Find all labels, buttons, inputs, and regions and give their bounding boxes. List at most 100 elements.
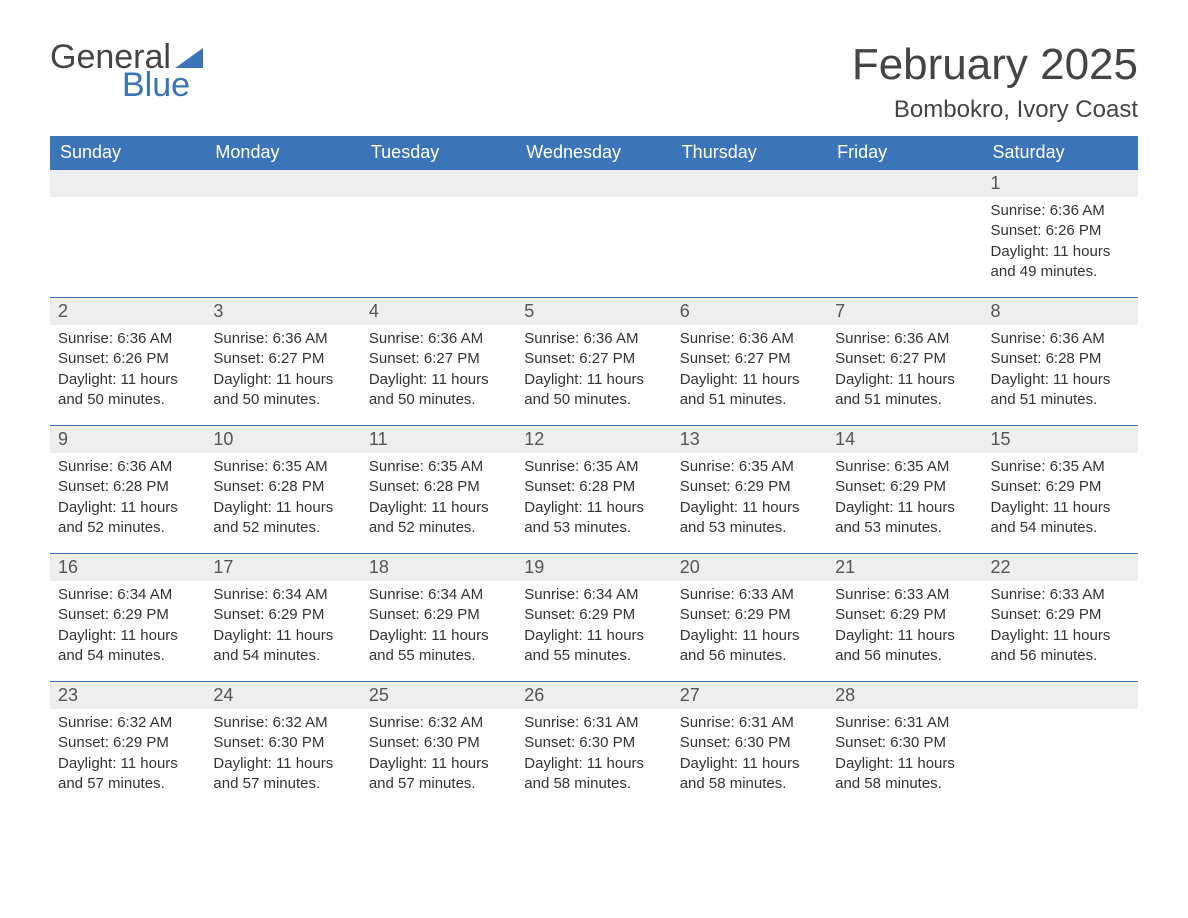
day-sunset: Sunset: 6:30 PM xyxy=(680,733,819,753)
day-details: Sunrise: 6:35 AMSunset: 6:28 PMDaylight:… xyxy=(361,453,516,548)
day-number: 18 xyxy=(361,554,516,581)
day-sunset: Sunset: 6:28 PM xyxy=(369,477,508,497)
calendar-day-cell: 13Sunrise: 6:35 AMSunset: 6:29 PMDayligh… xyxy=(672,425,827,553)
day-sunset: Sunset: 6:29 PM xyxy=(835,605,974,625)
day-sunset: Sunset: 6:26 PM xyxy=(991,221,1130,241)
day-sunset: Sunset: 6:29 PM xyxy=(524,605,663,625)
month-title: February 2025 xyxy=(852,40,1138,90)
calendar-week-row: 23Sunrise: 6:32 AMSunset: 6:29 PMDayligh… xyxy=(50,681,1138,809)
day-daylight: Daylight: 11 hours and 51 minutes. xyxy=(835,370,974,411)
day-sunrise: Sunrise: 6:34 AM xyxy=(213,585,352,605)
calendar-day-cell xyxy=(50,169,205,297)
day-number: 6 xyxy=(672,298,827,325)
calendar-day-cell: 23Sunrise: 6:32 AMSunset: 6:29 PMDayligh… xyxy=(50,681,205,809)
day-sunrise: Sunrise: 6:36 AM xyxy=(58,457,197,477)
day-sunset: Sunset: 6:29 PM xyxy=(213,605,352,625)
calendar-day-cell: 15Sunrise: 6:35 AMSunset: 6:29 PMDayligh… xyxy=(983,425,1138,553)
day-sunset: Sunset: 6:28 PM xyxy=(991,349,1130,369)
calendar-day-cell: 20Sunrise: 6:33 AMSunset: 6:29 PMDayligh… xyxy=(672,553,827,681)
day-sunset: Sunset: 6:27 PM xyxy=(369,349,508,369)
day-sunset: Sunset: 6:27 PM xyxy=(524,349,663,369)
day-details: Sunrise: 6:33 AMSunset: 6:29 PMDaylight:… xyxy=(672,581,827,676)
logo-text-blue: Blue xyxy=(122,68,203,102)
day-daylight: Daylight: 11 hours and 51 minutes. xyxy=(991,370,1130,411)
day-daylight: Daylight: 11 hours and 56 minutes. xyxy=(991,626,1130,667)
day-sunset: Sunset: 6:30 PM xyxy=(524,733,663,753)
calendar-week-row: 16Sunrise: 6:34 AMSunset: 6:29 PMDayligh… xyxy=(50,553,1138,681)
day-sunset: Sunset: 6:27 PM xyxy=(213,349,352,369)
day-sunrise: Sunrise: 6:33 AM xyxy=(680,585,819,605)
day-sunset: Sunset: 6:29 PM xyxy=(991,605,1130,625)
day-details: Sunrise: 6:32 AMSunset: 6:30 PMDaylight:… xyxy=(361,709,516,804)
day-details: Sunrise: 6:32 AMSunset: 6:30 PMDaylight:… xyxy=(205,709,360,804)
day-details: Sunrise: 6:33 AMSunset: 6:29 PMDaylight:… xyxy=(983,581,1138,676)
day-sunrise: Sunrise: 6:36 AM xyxy=(524,329,663,349)
logo-sail-icon xyxy=(175,46,203,68)
day-number: 7 xyxy=(827,298,982,325)
day-sunset: Sunset: 6:29 PM xyxy=(680,477,819,497)
day-sunset: Sunset: 6:28 PM xyxy=(58,477,197,497)
calendar-day-cell: 19Sunrise: 6:34 AMSunset: 6:29 PMDayligh… xyxy=(516,553,671,681)
day-number: 5 xyxy=(516,298,671,325)
weekday-header: Monday xyxy=(205,136,360,169)
day-sunrise: Sunrise: 6:34 AM xyxy=(58,585,197,605)
day-details: Sunrise: 6:36 AMSunset: 6:26 PMDaylight:… xyxy=(50,325,205,420)
day-sunset: Sunset: 6:30 PM xyxy=(369,733,508,753)
calendar-day-cell: 3Sunrise: 6:36 AMSunset: 6:27 PMDaylight… xyxy=(205,297,360,425)
day-sunrise: Sunrise: 6:34 AM xyxy=(369,585,508,605)
day-daylight: Daylight: 11 hours and 49 minutes. xyxy=(991,242,1130,283)
day-number: 26 xyxy=(516,682,671,709)
calendar-day-cell: 9Sunrise: 6:36 AMSunset: 6:28 PMDaylight… xyxy=(50,425,205,553)
weekday-header: Friday xyxy=(827,136,982,169)
day-number: 22 xyxy=(983,554,1138,581)
calendar-day-cell xyxy=(361,169,516,297)
day-sunset: Sunset: 6:28 PM xyxy=(524,477,663,497)
day-number: 14 xyxy=(827,426,982,453)
day-sunrise: Sunrise: 6:35 AM xyxy=(369,457,508,477)
day-daylight: Daylight: 11 hours and 53 minutes. xyxy=(524,498,663,539)
day-daylight: Daylight: 11 hours and 57 minutes. xyxy=(369,754,508,795)
calendar-day-cell: 25Sunrise: 6:32 AMSunset: 6:30 PMDayligh… xyxy=(361,681,516,809)
weekday-header: Thursday xyxy=(672,136,827,169)
day-number: 4 xyxy=(361,298,516,325)
day-sunset: Sunset: 6:29 PM xyxy=(991,477,1130,497)
calendar-day-cell: 14Sunrise: 6:35 AMSunset: 6:29 PMDayligh… xyxy=(827,425,982,553)
day-sunset: Sunset: 6:29 PM xyxy=(835,477,974,497)
calendar-day-cell: 2Sunrise: 6:36 AMSunset: 6:26 PMDaylight… xyxy=(50,297,205,425)
calendar-day-cell: 4Sunrise: 6:36 AMSunset: 6:27 PMDaylight… xyxy=(361,297,516,425)
day-daylight: Daylight: 11 hours and 50 minutes. xyxy=(58,370,197,411)
day-daylight: Daylight: 11 hours and 58 minutes. xyxy=(680,754,819,795)
day-sunrise: Sunrise: 6:36 AM xyxy=(835,329,974,349)
location: Bombokro, Ivory Coast xyxy=(852,96,1138,124)
calendar-day-cell: 22Sunrise: 6:33 AMSunset: 6:29 PMDayligh… xyxy=(983,553,1138,681)
day-daylight: Daylight: 11 hours and 54 minutes. xyxy=(58,626,197,667)
day-sunrise: Sunrise: 6:35 AM xyxy=(213,457,352,477)
title-block: February 2025 Bombokro, Ivory Coast xyxy=(852,40,1138,124)
day-details: Sunrise: 6:36 AMSunset: 6:26 PMDaylight:… xyxy=(983,197,1138,292)
day-details: Sunrise: 6:35 AMSunset: 6:29 PMDaylight:… xyxy=(672,453,827,548)
calendar-day-cell: 11Sunrise: 6:35 AMSunset: 6:28 PMDayligh… xyxy=(361,425,516,553)
day-sunrise: Sunrise: 6:35 AM xyxy=(524,457,663,477)
day-daylight: Daylight: 11 hours and 50 minutes. xyxy=(524,370,663,411)
day-daylight: Daylight: 11 hours and 58 minutes. xyxy=(524,754,663,795)
day-sunrise: Sunrise: 6:33 AM xyxy=(991,585,1130,605)
day-details: Sunrise: 6:36 AMSunset: 6:28 PMDaylight:… xyxy=(983,325,1138,420)
day-number: 23 xyxy=(50,682,205,709)
calendar-day-cell: 26Sunrise: 6:31 AMSunset: 6:30 PMDayligh… xyxy=(516,681,671,809)
calendar-day-cell: 21Sunrise: 6:33 AMSunset: 6:29 PMDayligh… xyxy=(827,553,982,681)
day-details: Sunrise: 6:31 AMSunset: 6:30 PMDaylight:… xyxy=(827,709,982,804)
day-daylight: Daylight: 11 hours and 57 minutes. xyxy=(213,754,352,795)
calendar-day-cell xyxy=(205,169,360,297)
calendar-day-cell xyxy=(983,681,1138,809)
day-details: Sunrise: 6:35 AMSunset: 6:28 PMDaylight:… xyxy=(205,453,360,548)
calendar-day-cell xyxy=(516,169,671,297)
day-details: Sunrise: 6:34 AMSunset: 6:29 PMDaylight:… xyxy=(205,581,360,676)
day-sunset: Sunset: 6:27 PM xyxy=(680,349,819,369)
day-number: 3 xyxy=(205,298,360,325)
day-number: 9 xyxy=(50,426,205,453)
day-daylight: Daylight: 11 hours and 57 minutes. xyxy=(58,754,197,795)
day-number: 15 xyxy=(983,426,1138,453)
day-number: 25 xyxy=(361,682,516,709)
day-sunset: Sunset: 6:29 PM xyxy=(680,605,819,625)
calendar-day-cell: 17Sunrise: 6:34 AMSunset: 6:29 PMDayligh… xyxy=(205,553,360,681)
